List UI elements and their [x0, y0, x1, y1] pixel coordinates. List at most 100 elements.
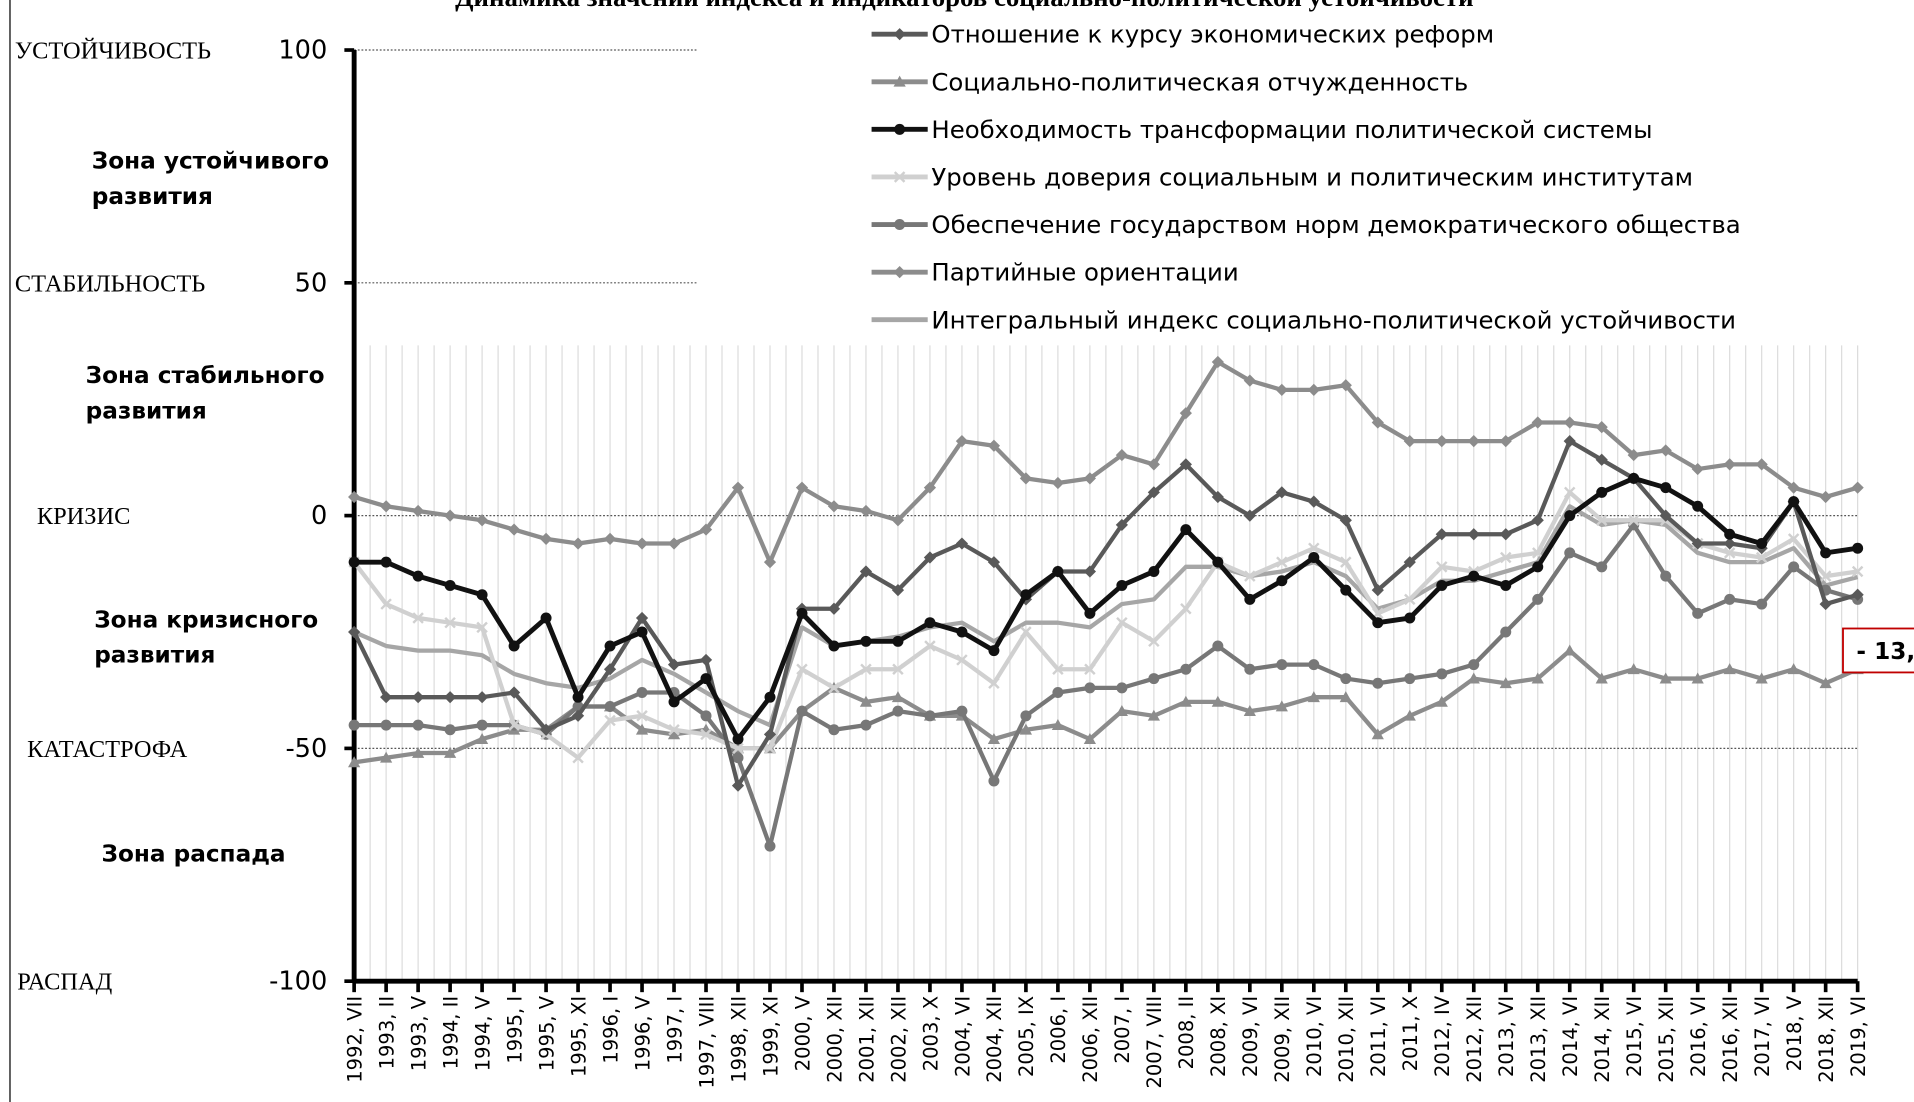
- point: [444, 746, 457, 758]
- zone-label: развития: [94, 642, 215, 669]
- x-tick-label: 2006, XII: [1079, 996, 1102, 1083]
- point: [1787, 481, 1800, 494]
- point: [1372, 677, 1384, 689]
- x-tick-label: 2014, VI: [1559, 996, 1582, 1077]
- point: [508, 640, 520, 652]
- point: [1276, 556, 1288, 568]
- x-tick-label: 1997, I: [663, 996, 686, 1064]
- point: [1627, 663, 1640, 675]
- point: [412, 570, 424, 582]
- point: [1435, 695, 1448, 707]
- point: [604, 640, 616, 652]
- point: [1756, 598, 1768, 610]
- x-tick-label: 2009, VI: [1239, 996, 1262, 1077]
- zone-label: Зона стабильного: [86, 362, 325, 389]
- point: [348, 490, 361, 504]
- point: [1212, 640, 1224, 652]
- point: [1787, 533, 1800, 545]
- point: [1084, 663, 1096, 675]
- point: [476, 589, 488, 601]
- chart-title: Динамика значений индекса и индикаторов …: [455, 0, 1473, 12]
- point: [859, 695, 873, 707]
- x-tick-label: 2012, IV: [1431, 995, 1454, 1077]
- x-tick-label: 2013, XII: [1527, 996, 1550, 1083]
- point: [348, 556, 360, 568]
- point: [1563, 486, 1576, 499]
- point: [444, 724, 456, 736]
- annotation: - 13,2: [1856, 638, 1914, 665]
- point: [1211, 490, 1224, 504]
- point: [1499, 677, 1512, 689]
- x-tick-label: 2010, VI: [1303, 996, 1326, 1077]
- legend-label: Обеспечение государством норм демократич…: [931, 210, 1740, 239]
- point: [700, 710, 712, 722]
- point: [1692, 607, 1704, 619]
- x-tick-label: 1994, II: [439, 996, 462, 1070]
- point: [572, 751, 584, 764]
- point: [1052, 663, 1064, 675]
- point: [828, 724, 840, 736]
- point: [604, 701, 616, 712]
- x-tick-label: 2015, XII: [1655, 996, 1678, 1083]
- point: [1627, 514, 1640, 527]
- x-tick-label: 2002, XII: [887, 996, 910, 1083]
- point: [1339, 691, 1352, 703]
- point: [1819, 570, 1832, 582]
- point: [1628, 472, 1640, 484]
- point: [827, 500, 841, 513]
- point: [860, 663, 872, 675]
- point: [956, 705, 968, 717]
- point: [1179, 458, 1192, 471]
- point: [827, 602, 841, 615]
- point: [1308, 552, 1320, 564]
- x-tick-label: 1998, XII: [727, 996, 750, 1083]
- point: [700, 673, 712, 685]
- point: [795, 481, 809, 494]
- point: [1084, 682, 1096, 694]
- x-tick-label: 2018, V: [1783, 995, 1806, 1071]
- point: [668, 724, 680, 736]
- point: [1148, 635, 1160, 648]
- point: [764, 840, 776, 852]
- point: [892, 635, 904, 647]
- point: [892, 663, 904, 675]
- legend-label: Необходимость трансформации политической…: [931, 115, 1652, 144]
- point: [412, 746, 425, 758]
- point: [1372, 617, 1384, 629]
- point: [1115, 705, 1128, 717]
- point: [1468, 659, 1480, 671]
- y-tick-label: -100: [269, 967, 327, 997]
- point: [1467, 435, 1480, 448]
- legend-marker: [893, 75, 906, 87]
- point: [1243, 705, 1256, 717]
- x-tick-label: 1995, V: [535, 995, 558, 1071]
- x-tick-label: 1993, V: [407, 995, 430, 1071]
- legend-marker: [894, 219, 906, 231]
- point: [1307, 691, 1320, 703]
- point: [1403, 435, 1416, 448]
- point: [988, 677, 1000, 689]
- point: [668, 696, 680, 708]
- point: [1532, 593, 1544, 605]
- point: [1403, 709, 1416, 721]
- point: [412, 612, 424, 624]
- point: [1596, 486, 1608, 498]
- point: [860, 635, 872, 647]
- point: [1276, 575, 1288, 587]
- series-line: [353, 359, 1859, 565]
- point: [1435, 435, 1448, 448]
- point: [732, 752, 744, 764]
- point: [412, 504, 425, 518]
- point: [1596, 561, 1608, 573]
- series-line: [354, 475, 1858, 742]
- x-tick-label: 2009, XII: [1271, 996, 1294, 1083]
- point: [1020, 626, 1032, 638]
- point: [731, 481, 745, 494]
- point: [1755, 458, 1768, 471]
- point: [1244, 570, 1256, 582]
- point: [1179, 695, 1192, 707]
- point: [540, 612, 552, 624]
- point: [476, 621, 488, 634]
- point: [1083, 732, 1096, 744]
- point: [1563, 644, 1576, 656]
